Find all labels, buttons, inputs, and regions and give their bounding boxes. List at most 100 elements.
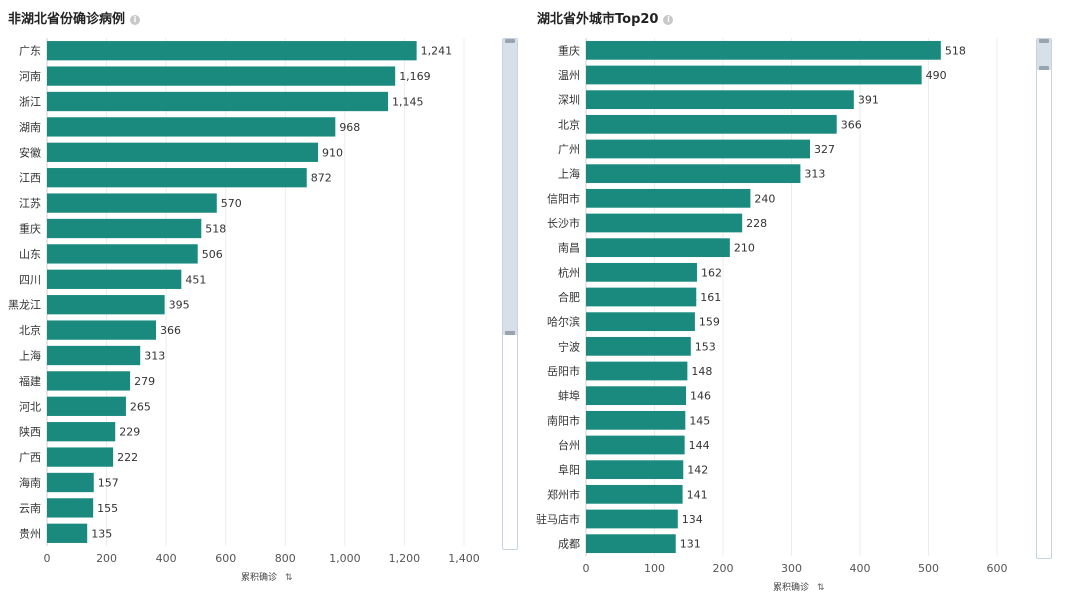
category-label: 南昌	[558, 242, 580, 255]
data-label: 161	[700, 291, 721, 304]
data-label: 228	[746, 217, 767, 230]
bar	[586, 114, 837, 134]
data-label: 327	[814, 143, 835, 156]
x-tick-label: 1,000	[329, 552, 361, 565]
bar	[586, 509, 678, 529]
left-x-axis-label-text: 累积确诊	[241, 573, 278, 583]
data-label: 506	[202, 248, 223, 261]
bar	[586, 435, 685, 455]
category-label: 江西	[19, 172, 41, 185]
bar	[586, 188, 751, 208]
data-label: 229	[119, 426, 140, 439]
data-label: 145	[689, 414, 710, 427]
bar	[47, 168, 307, 188]
right-bar-chart: 0 100 200 300 400 500 600 重庆 518 温州 490 深圳 391 北京 366 广…	[536, 38, 1008, 575]
left-chart-title: 非湖北省份确诊病例 i	[8, 8, 141, 27]
data-label: 570	[221, 197, 242, 210]
category-label: 北京	[19, 323, 41, 337]
x-tick-label: 400	[156, 552, 177, 565]
data-label: 146	[690, 390, 711, 403]
x-tick-label: 500	[918, 562, 939, 575]
bar	[586, 460, 684, 480]
left-bar-chart: 0 200 400 600 800 1,000 1,200 1,400 广东 1,241 河南 1,1…	[8, 38, 480, 565]
data-label: 141	[687, 488, 708, 501]
bar	[586, 386, 687, 406]
bar	[586, 262, 697, 282]
data-label: 1,145	[392, 96, 424, 109]
bar	[47, 422, 116, 442]
data-label: 279	[134, 375, 155, 388]
data-label: 135	[91, 527, 112, 540]
category-label: 黑龙江	[8, 299, 41, 312]
bar	[586, 213, 743, 233]
category-label: 河北	[19, 400, 41, 413]
bar	[586, 361, 688, 381]
category-label: 上海	[558, 167, 580, 181]
category-label: 深圳	[558, 94, 580, 107]
category-label: 杭州	[558, 265, 580, 279]
category-label: 长沙市	[547, 216, 580, 230]
category-label: 台州	[558, 438, 580, 452]
data-label: 366	[841, 118, 862, 131]
data-label: 1,241	[421, 45, 453, 58]
category-label: 宁波	[558, 339, 580, 353]
category-label: 安徽	[19, 145, 41, 159]
data-label: 153	[695, 340, 716, 353]
category-label: 温州	[558, 69, 580, 82]
data-label: 1,169	[399, 70, 431, 83]
bar	[47, 193, 217, 213]
data-label: 490	[926, 69, 947, 82]
bar	[47, 41, 417, 61]
bar	[47, 396, 126, 416]
data-label: 162	[701, 266, 722, 279]
info-icon[interactable]: i	[663, 14, 674, 25]
bar	[47, 447, 114, 467]
bar	[47, 320, 157, 340]
left-scroll-handle-top[interactable]	[505, 39, 515, 43]
data-label: 222	[117, 451, 138, 464]
x-tick-label: 600	[215, 552, 236, 565]
bar	[586, 484, 683, 504]
category-label: 合肥	[558, 290, 580, 304]
left-x-axis-label: 累积确诊 ⇅	[241, 570, 293, 583]
category-label: 郑州市	[547, 487, 580, 501]
info-icon[interactable]: i	[130, 14, 141, 25]
bar	[586, 287, 697, 307]
x-tick-label: 300	[781, 562, 802, 575]
x-tick-label: 1,400	[448, 552, 480, 565]
data-label: 518	[945, 44, 966, 57]
left-scrollbar[interactable]	[502, 38, 518, 550]
bar	[586, 336, 691, 356]
category-label: 成都	[558, 538, 580, 551]
right-scroll-handle-bottom[interactable]	[1039, 66, 1049, 70]
sort-icon[interactable]: ⇅	[817, 583, 825, 593]
bar	[586, 534, 676, 554]
data-label: 313	[804, 168, 825, 181]
data-label: 157	[98, 477, 119, 490]
left-scroll-handle-bottom[interactable]	[505, 331, 515, 335]
data-label: 910	[322, 146, 343, 159]
bar	[47, 295, 165, 315]
data-label: 518	[205, 223, 226, 236]
right-scroll-handle-top[interactable]	[1039, 39, 1049, 43]
bar	[47, 269, 182, 289]
category-label: 江苏	[19, 197, 41, 210]
sort-icon[interactable]: ⇅	[285, 573, 293, 583]
right-scrollbar[interactable]	[1036, 38, 1052, 559]
data-label: 313	[144, 350, 165, 363]
x-tick-label: 0	[44, 552, 51, 565]
data-label: 872	[311, 172, 332, 185]
category-label: 陕西	[19, 425, 41, 439]
x-tick-label: 200	[713, 562, 734, 575]
category-label: 四川	[19, 273, 41, 286]
right-scrollbar-track-fill	[1037, 39, 1051, 70]
category-label: 重庆	[19, 222, 41, 236]
right-chart-title: 湖北省外城市Top20 i	[537, 8, 674, 27]
category-label: 浙江	[19, 96, 41, 109]
data-label: 210	[734, 242, 755, 255]
data-label: 144	[689, 439, 710, 452]
bar	[586, 312, 695, 332]
data-label: 240	[754, 192, 775, 205]
data-label: 155	[97, 502, 118, 515]
x-tick-label: 200	[96, 552, 117, 565]
